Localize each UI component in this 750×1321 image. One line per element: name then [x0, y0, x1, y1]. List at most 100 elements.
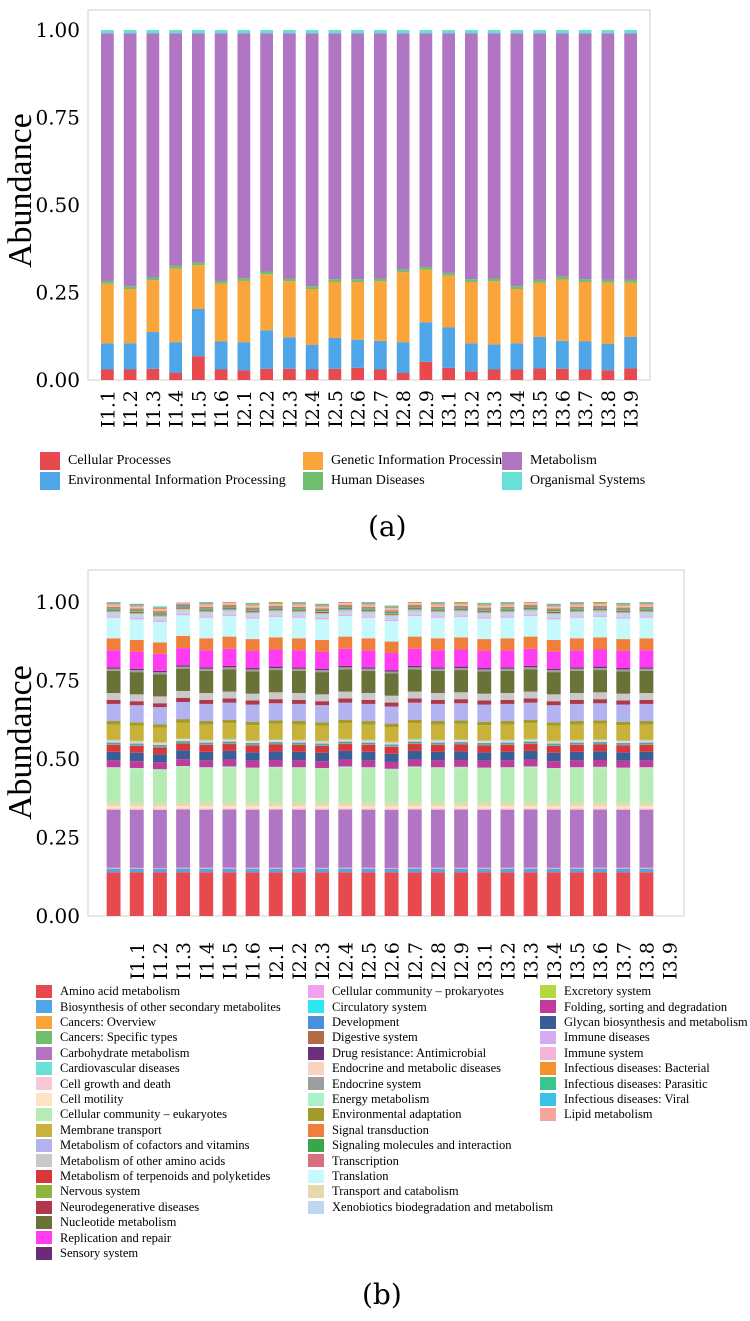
panel-b-bar-segment — [546, 701, 561, 706]
panel-b-bar-segment — [176, 668, 191, 691]
panel-b-bar-segment — [569, 872, 584, 916]
panel-b-bar-segment — [546, 722, 561, 726]
panel-b-bar-segment — [291, 724, 306, 740]
panel-b-bar-segment — [523, 614, 538, 617]
panel-b-bar-segment — [245, 606, 260, 608]
panel-b-bar-segment — [199, 868, 214, 873]
panel-b-x-tick-label: I3.9 — [660, 942, 682, 980]
legend-swatch — [308, 1015, 324, 1029]
panel-b-bar-segment — [454, 723, 469, 740]
panel-b-bar-segment — [616, 740, 631, 742]
panel-a-bar-segment — [192, 356, 205, 380]
panel-b-bar-segment — [129, 651, 144, 669]
panel-b-bar-segment — [245, 802, 260, 807]
panel-b-bar-segment — [546, 612, 561, 614]
panel-b-bar-segment — [106, 602, 121, 603]
panel-b-bar-segment — [569, 606, 584, 609]
panel-a-bar-segment — [146, 368, 160, 380]
panel-b-bar-segment — [407, 739, 422, 742]
panel-a-bar-segment — [260, 33, 273, 272]
panel-b-legend-item: Circulatory system — [308, 1000, 427, 1014]
panel-a-bar-segment — [146, 277, 160, 281]
panel-b-bar-segment — [129, 722, 144, 726]
panel-b-bar-segment — [454, 743, 469, 745]
panel-b-bar-segment — [430, 602, 445, 603]
panel-b-bar-segment — [500, 617, 515, 639]
panel-b-bar-segment — [291, 638, 306, 651]
panel-b-bar-segment — [315, 872, 330, 916]
panel-b-bar-segment — [315, 725, 330, 741]
panel-b-bar-segment — [176, 742, 191, 744]
panel-a-bar-segment — [578, 369, 592, 380]
panel-a-legend-item: Human Diseases — [303, 472, 425, 490]
panel-b-bar-segment — [639, 699, 654, 704]
panel-b-bar-segment — [593, 603, 608, 605]
panel-a-x-tick-label: I3.8 — [598, 390, 620, 428]
panel-a-x-tick-label: I2.6 — [348, 390, 370, 428]
panel-b-bar-segment — [593, 607, 608, 609]
panel-b-bar-segment — [222, 605, 237, 607]
panel-b-legend-item: Endocrine and metabolic diseases — [308, 1062, 501, 1075]
panel-b-bar-segment — [129, 608, 144, 610]
panel-b-bar-segment — [152, 620, 167, 622]
panel-b-bar-segment — [106, 609, 121, 611]
panel-b-bar-segment — [500, 668, 515, 671]
panel-b-bar-segment — [430, 760, 445, 768]
panel-b: Abundance 0.00 0.25 0.50 0.75 1.00 I1.1 I1.2 I1… — [0, 560, 750, 1321]
panel-b-bar-segment — [593, 611, 608, 616]
panel-b-bar-segment — [152, 607, 167, 610]
panel-b-bar-segment — [593, 637, 608, 650]
panel-b-bar-segment — [384, 742, 399, 745]
panel-b-bar-segment — [639, 602, 654, 604]
panel-b-bar-segment — [291, 767, 306, 769]
legend-swatch — [36, 1200, 52, 1214]
panel-a-bar-segment — [465, 279, 478, 282]
panel-b-bar-segment — [477, 618, 492, 640]
panel-b-bar-segment — [129, 668, 144, 671]
panel-b-bar-segment — [523, 767, 538, 803]
panel-b-bar-segment — [268, 615, 283, 617]
panel-a-bar-segment — [214, 280, 228, 284]
panel-b-bar-segment — [245, 872, 260, 916]
panel-b-bar-segment — [569, 809, 584, 868]
panel-b-bar-segment — [407, 744, 422, 751]
panel-b-bar-segment — [222, 723, 237, 739]
panel-b-bar-segment — [384, 867, 399, 869]
panel-b-bar-segment — [315, 802, 330, 807]
panel-b-bar-segment — [523, 691, 538, 699]
panel-b-bar-segment — [454, 742, 469, 744]
panel-a-bar-segment — [237, 30, 251, 34]
panel-b-bar-segment — [245, 768, 260, 803]
panel-b-bar-segment — [407, 602, 422, 603]
panel-b-bar-segment — [222, 604, 237, 606]
panel-b-bar-segment — [477, 671, 492, 694]
panel-b-bar-segment — [546, 607, 561, 608]
panel-b-bar-segment — [454, 759, 469, 767]
panel-b-bar-segment — [593, 608, 608, 610]
panel-b-bar-segment — [546, 618, 561, 620]
panel-b-bar-segment — [361, 739, 376, 741]
panel-b-bar-segment — [129, 808, 144, 810]
panel-b-bar-segment — [338, 608, 353, 610]
panel-a-bar-segment — [533, 368, 546, 380]
panel-b-bar-segment — [546, 752, 561, 762]
panel-b-legend-item: Signal transduction — [308, 1123, 429, 1137]
panel-b-bar-segment — [129, 670, 144, 673]
panel-a-bar-segment — [374, 369, 387, 380]
panel-a-bar-segment — [305, 289, 319, 345]
panel-a-bar-segment — [169, 30, 182, 34]
panel-b-bar-segment — [616, 606, 631, 608]
panel-b-bar-segment — [616, 606, 631, 607]
panel-b-bar-segment — [268, 740, 283, 743]
panel-b-bar-segment — [129, 752, 144, 762]
panel-b-bar-segment — [477, 611, 492, 613]
panel-b-bar-segment — [268, 603, 283, 605]
panel-b-x-tick-label: I2.2 — [289, 942, 311, 980]
panel-b-bar-segment — [152, 615, 167, 617]
panel-b-bar-segment — [500, 606, 515, 607]
panel-b-bar-segment — [199, 692, 214, 700]
panel-b-bar-segment — [454, 667, 469, 671]
panel-b-bar-segment — [523, 806, 538, 809]
panel-b-bar-segment — [500, 605, 515, 607]
panel-b-bar-segment — [291, 743, 306, 745]
